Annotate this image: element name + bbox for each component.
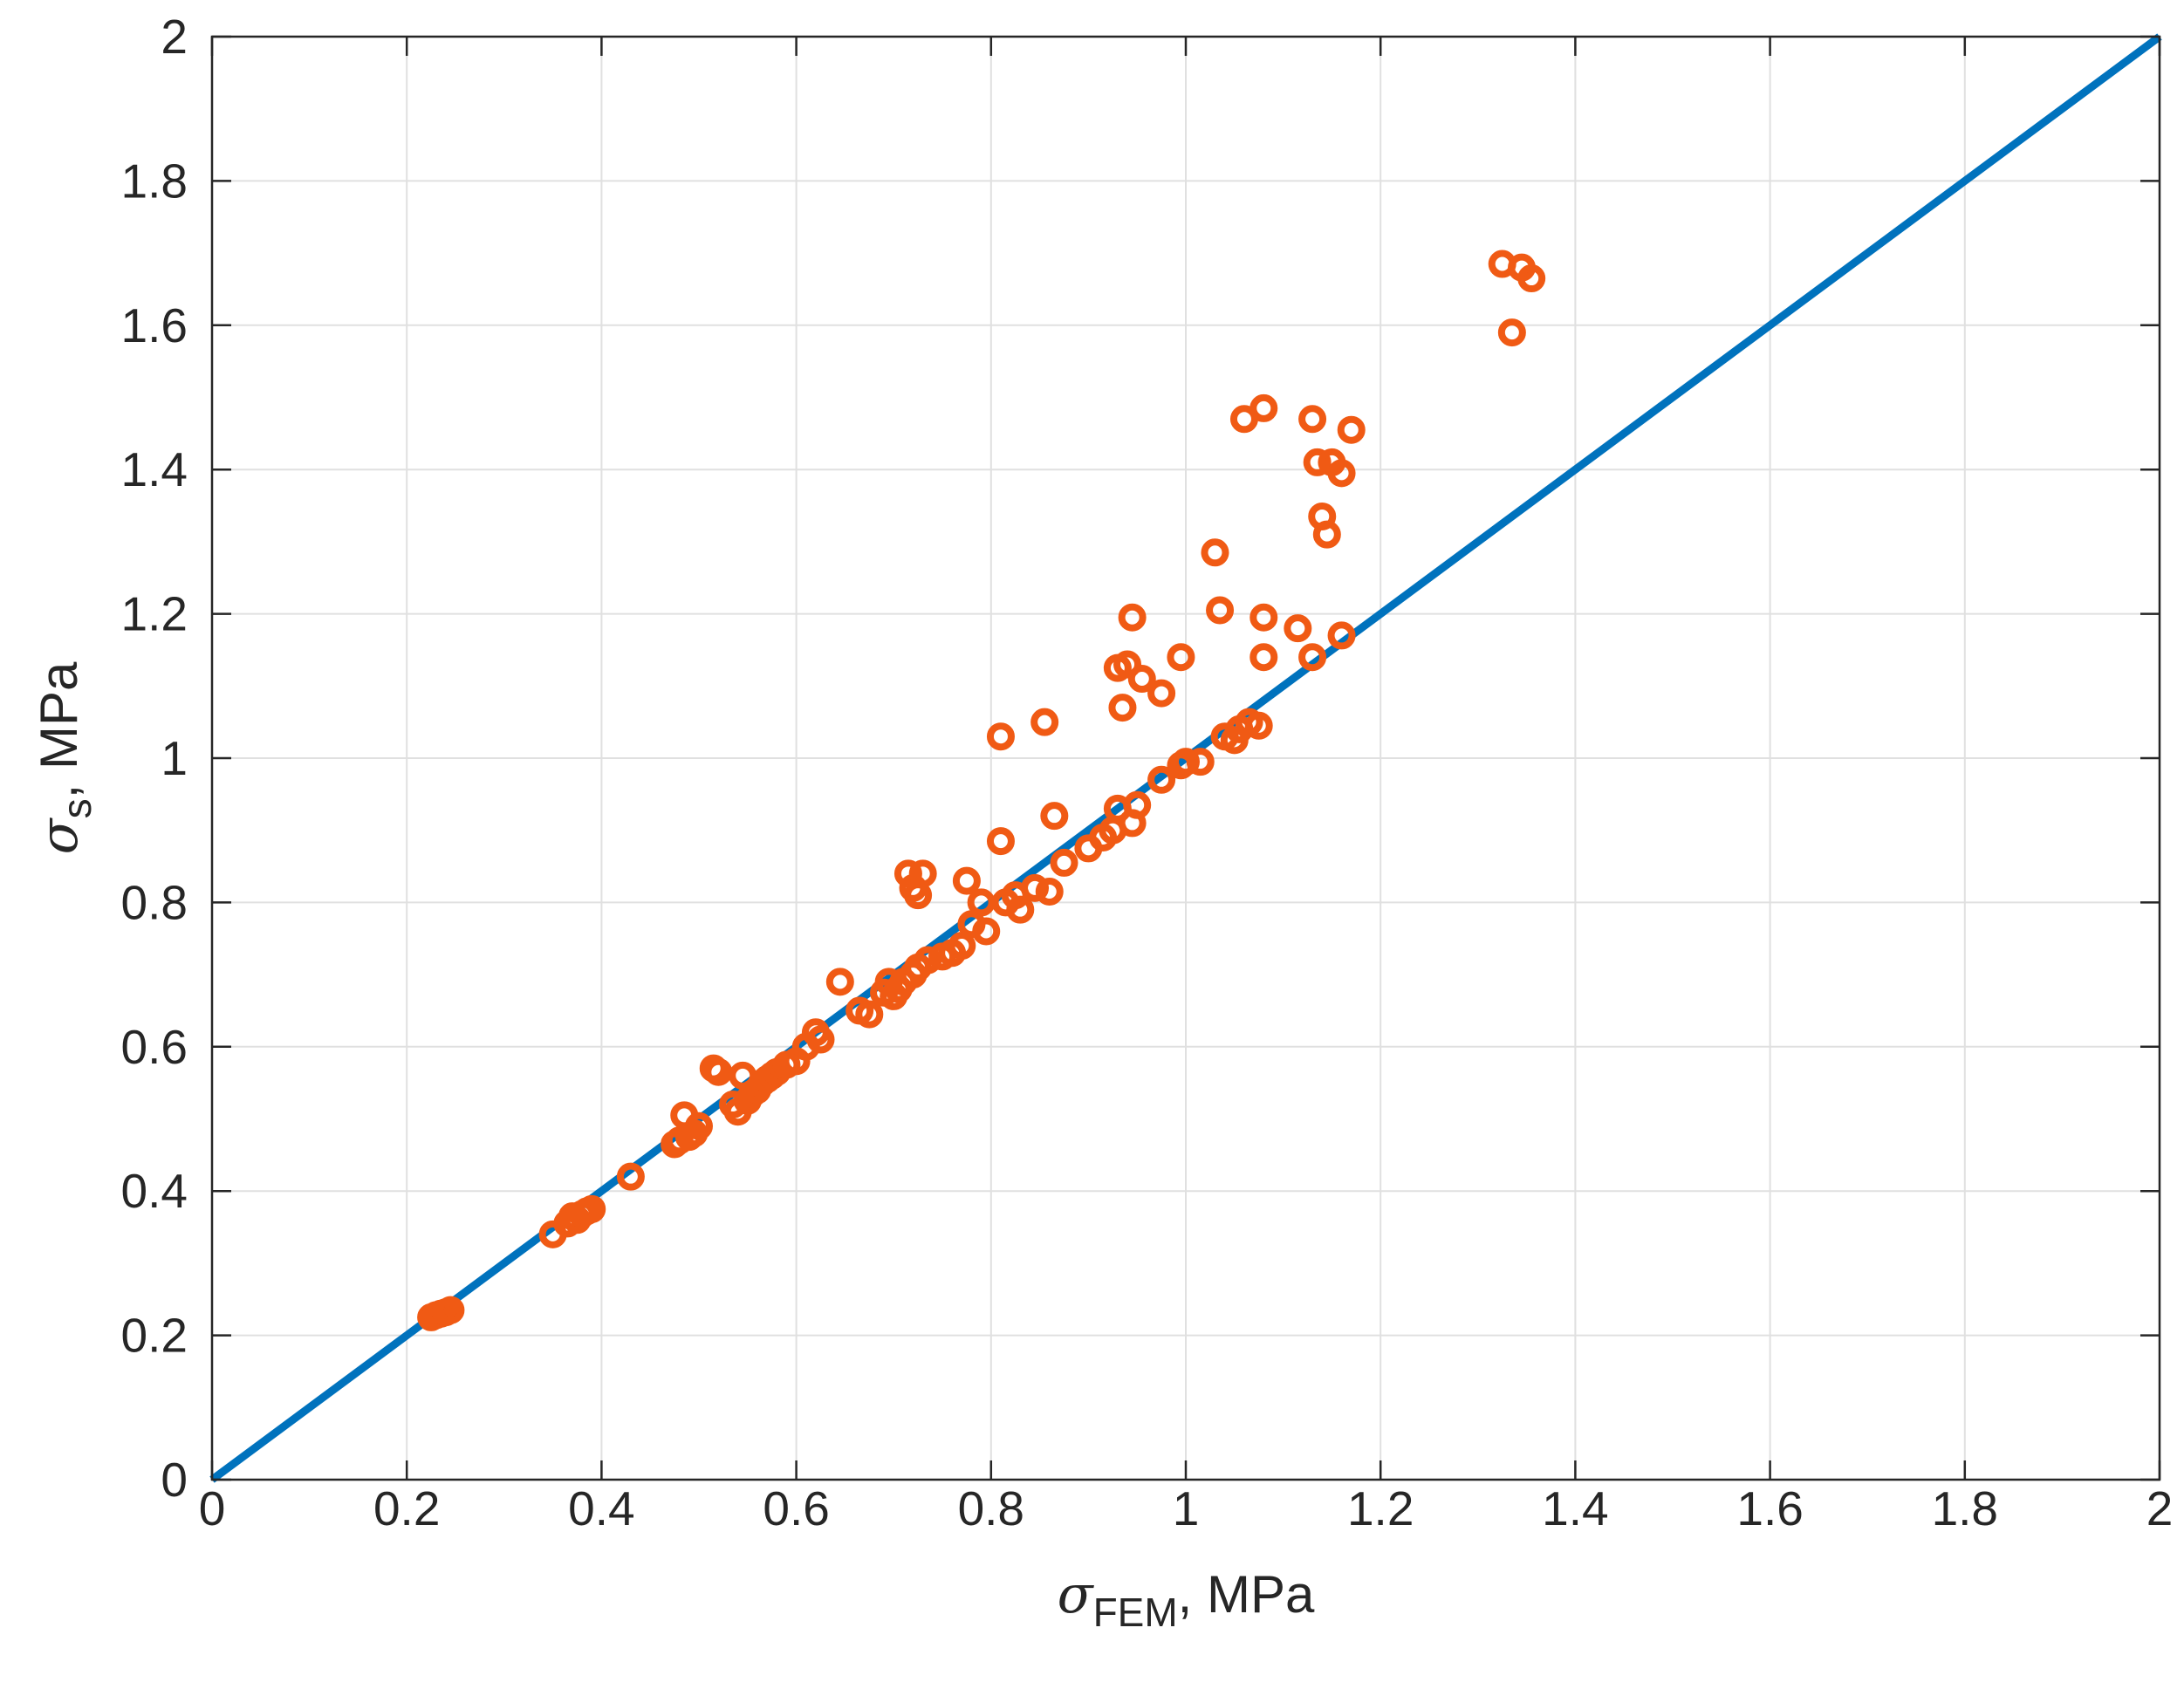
data-point: [1127, 665, 1156, 694]
axis-ticks: [210, 35, 2161, 1481]
y-tick-label: 2: [161, 10, 188, 64]
y-tick-label: 1.8: [121, 154, 188, 208]
y-tick-label: 1.2: [121, 587, 188, 641]
data-point: [1303, 448, 1332, 476]
data-point: [1249, 603, 1278, 632]
x-tick-label: 0.4: [568, 1481, 634, 1535]
data-point: [855, 1000, 884, 1029]
x-axis-title: σFEM, MPa: [1058, 1564, 1315, 1635]
data-point: [1123, 790, 1152, 819]
x-axis-symbol: σ: [1058, 1564, 1095, 1625]
x-tick-label: 0.2: [373, 1481, 440, 1535]
y-tick-label: 0.4: [121, 1164, 188, 1218]
x-tick-label: 0.6: [763, 1481, 829, 1535]
y-tick-label: 0.2: [121, 1309, 188, 1363]
data-point: [986, 722, 1015, 751]
data-point: [1497, 318, 1526, 347]
data-point: [1147, 765, 1176, 794]
data-point: [825, 968, 854, 996]
x-tick-label: 0.8: [958, 1481, 1024, 1535]
x-tick-label: 1: [1173, 1481, 1200, 1535]
data-point: [1298, 643, 1327, 672]
y-tick-label: 1.4: [121, 442, 188, 496]
data-point: [1113, 650, 1142, 679]
data-point: [1035, 877, 1064, 906]
data-point: [1118, 603, 1147, 632]
x-tick-label: 1.4: [1542, 1481, 1608, 1535]
data-point: [986, 827, 1015, 856]
y-tick-label: 1.6: [121, 298, 188, 352]
data-point: [893, 859, 922, 888]
data-point: [1040, 802, 1069, 831]
data-point: [806, 1025, 835, 1054]
data-point: [1312, 520, 1341, 549]
y-axis-title: σs, MPa: [29, 661, 99, 854]
data-point: [1147, 679, 1176, 708]
data-point: [616, 1162, 645, 1191]
y-tick-label: 0: [161, 1453, 188, 1507]
data-point: [1206, 596, 1235, 625]
x-tick-label: 0: [199, 1481, 226, 1535]
data-point: [952, 866, 981, 895]
data-points: [417, 250, 1546, 1331]
y-axis-symbol: σ: [29, 817, 90, 854]
x-tick-label: 1.8: [1932, 1481, 1998, 1535]
data-point: [1517, 264, 1546, 293]
data-point: [1030, 708, 1059, 736]
data-point: [1172, 748, 1200, 776]
data-point: [1186, 748, 1215, 776]
data-point: [1284, 614, 1312, 643]
data-point: [704, 1057, 733, 1086]
y-tick-label: 0.6: [121, 1020, 188, 1074]
data-point: [1298, 405, 1327, 434]
y-tick-label: 0.8: [121, 875, 188, 929]
x-tick-label: 1.2: [1347, 1481, 1414, 1535]
data-point: [1167, 643, 1195, 672]
data-point: [1327, 621, 1356, 650]
x-axis-suffix: , MPa: [1178, 1565, 1315, 1624]
data-point: [436, 1296, 465, 1324]
x-tick-label: 1.6: [1736, 1481, 1803, 1535]
y-axis-suffix: , MPa: [30, 661, 88, 798]
data-point: [1021, 873, 1050, 902]
data-point: [1108, 694, 1137, 722]
data-point: [908, 859, 937, 888]
data-point: [1244, 711, 1273, 740]
data-point: [914, 946, 942, 975]
y-tick-label: 1: [161, 731, 188, 785]
data-point: [1050, 848, 1078, 877]
data-point: [578, 1194, 606, 1223]
data-point: [1229, 405, 1258, 434]
data-point: [1006, 895, 1035, 924]
x-tick-label: 2: [2146, 1481, 2174, 1535]
x-axis-subscript: FEM: [1093, 1590, 1178, 1635]
data-point: [1249, 393, 1278, 422]
data-point: [1337, 415, 1366, 444]
data-point: [1327, 459, 1356, 488]
data-point: [972, 917, 1001, 946]
y-tick-labels: 0 0.2 0.4 0.6 0.8 1 1.2 1.4 1.6 1.8 2: [121, 10, 188, 1507]
data-point: [948, 932, 976, 961]
data-point: [1201, 538, 1229, 567]
data-point: [1249, 643, 1278, 672]
y-axis-subscript: s: [54, 798, 99, 818]
x-tick-labels: 0 0.2 0.4 0.6 0.8 1 1.2 1.4 1.6 1.8 2: [199, 1481, 2174, 1535]
data-point: [685, 1111, 713, 1140]
